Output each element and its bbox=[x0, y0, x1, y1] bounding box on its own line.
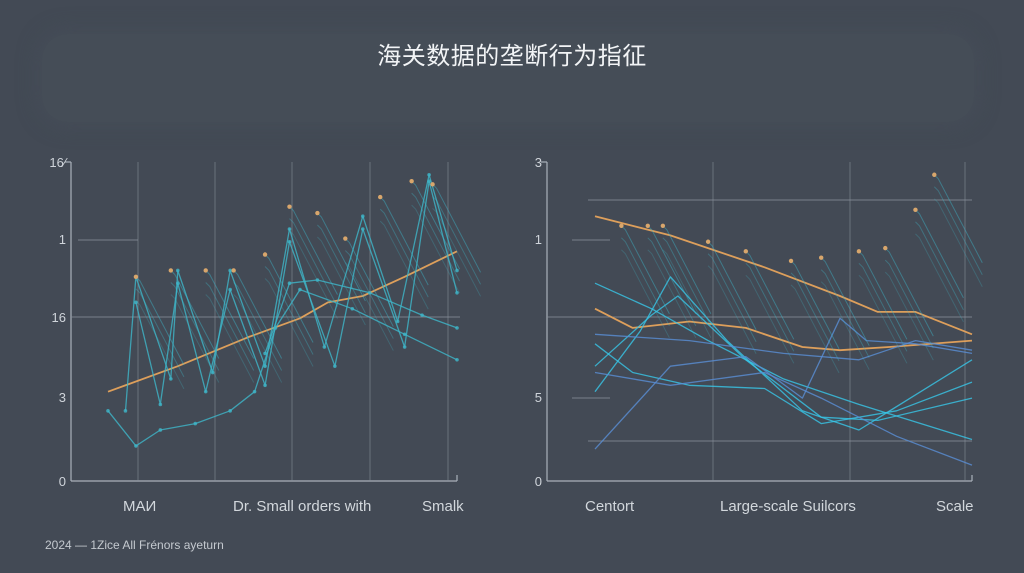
series-line-blue-high bbox=[594, 333, 973, 361]
left-plot-area bbox=[65, 161, 482, 482]
peak-marker bbox=[819, 255, 824, 260]
peak-marker bbox=[262, 252, 268, 257]
peak-marker bbox=[932, 172, 937, 177]
peak-marker bbox=[743, 249, 748, 254]
series-line-orange-upper bbox=[594, 215, 973, 336]
peak-marker bbox=[856, 249, 862, 254]
peak-marker bbox=[203, 268, 208, 273]
y-tick-label: 3 bbox=[534, 155, 542, 170]
peak-marker bbox=[168, 268, 174, 273]
peak-marker bbox=[883, 245, 888, 251]
peak-marker bbox=[409, 178, 414, 184]
x-category-label: Scale bbox=[936, 498, 974, 515]
left-line-chart: 16⁄ 1 16 3 0 MAИ Dr. Small orders with S… bbox=[49, 155, 482, 515]
y-tick-label: 0 bbox=[58, 474, 66, 489]
series-line-cyan-peak-1 bbox=[594, 276, 973, 431]
series-line-sawtooth-2 bbox=[135, 180, 458, 406]
peak-marker bbox=[287, 204, 292, 209]
series-line-cyan-rise bbox=[594, 343, 973, 425]
peak-marker bbox=[231, 268, 236, 273]
peak-marker bbox=[430, 182, 435, 187]
x-category-label: Smalk bbox=[422, 498, 464, 515]
y-tick-label: 0 bbox=[534, 474, 542, 489]
y-tick-label: 1 bbox=[534, 232, 542, 247]
peak-marker bbox=[133, 274, 139, 280]
y-tick-label: 16⁄ bbox=[49, 155, 66, 170]
x-category-label: Dr. Small orders with bbox=[233, 498, 372, 515]
title-band bbox=[42, 34, 974, 122]
axes bbox=[541, 161, 973, 482]
y-tick-label: 16 bbox=[51, 310, 66, 325]
x-category-label: Large-scale Suilcors bbox=[720, 498, 856, 515]
y-tick-label: 1 bbox=[58, 232, 66, 247]
peak-marker bbox=[645, 223, 650, 228]
x-category-label: Centort bbox=[585, 498, 635, 515]
footer-caption: 2024 — 1Zice All Frénors ayeturn bbox=[45, 538, 224, 552]
series-line-blue-low bbox=[594, 371, 973, 466]
axes bbox=[65, 161, 460, 482]
peak-marker bbox=[913, 207, 918, 213]
peak-marker bbox=[315, 210, 320, 216]
series-line-cyan-fall bbox=[594, 282, 973, 441]
series-line-upper-envelope bbox=[264, 279, 458, 354]
peak-marker bbox=[705, 239, 711, 244]
peak-marker bbox=[343, 236, 348, 241]
y-tick-label: 5 bbox=[534, 390, 542, 405]
peak-marker bbox=[378, 194, 383, 200]
peak-marker bbox=[660, 223, 666, 228]
peak-marker bbox=[788, 258, 794, 264]
peak-marker bbox=[619, 223, 624, 228]
page-title: 海关数据的垄断行为指征 bbox=[377, 42, 647, 70]
x-category-label: MAИ bbox=[123, 498, 157, 515]
y-tick-label: 3 bbox=[58, 390, 66, 405]
